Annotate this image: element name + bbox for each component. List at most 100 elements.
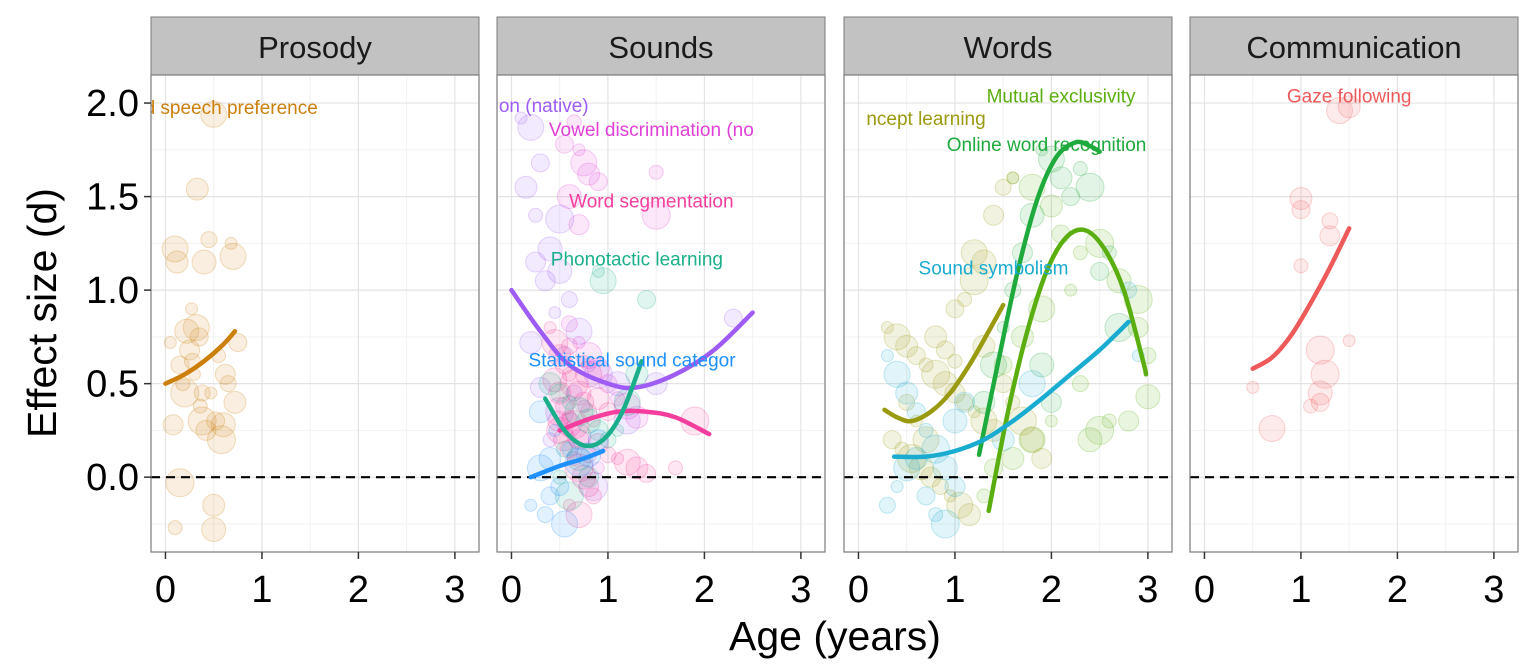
data-point-imination-native	[514, 175, 538, 199]
y-tick-label: 1.5	[86, 177, 139, 219]
panel-border	[843, 74, 1173, 553]
data-point-vowel-discrimination-no	[556, 184, 582, 210]
data-point-statistical-sound-categor	[524, 498, 538, 512]
data-point-vowel-discrimination-no	[568, 214, 590, 236]
data-point-ncept-learning	[1031, 447, 1053, 469]
panel-plot-area: Gaze following	[1190, 75, 1518, 552]
y-tick-label: 1.0	[86, 270, 139, 312]
data-point-cted-speech-preference	[162, 414, 184, 436]
x-tick-label: 1	[251, 569, 272, 611]
data-point-cted-speech-preference	[204, 386, 218, 400]
data-point-cted-speech-preference	[192, 398, 208, 414]
data-point-mutual-exclusivity	[1077, 427, 1103, 453]
series-label-vowel-discrimination-no: Vowel discrimination (no	[549, 120, 754, 141]
x-tick-label: 3	[1137, 569, 1158, 611]
x-tick-label: 3	[790, 569, 811, 611]
data-point-sound-symbolism	[883, 360, 911, 388]
data-point-ncept-learning	[906, 346, 926, 366]
data-point-ncept-learning	[960, 239, 988, 267]
data-point-ncept-learning	[918, 357, 934, 373]
data-point-vowel-discrimination-no	[566, 114, 582, 130]
data-point-imination-native	[525, 251, 547, 273]
panel-border	[496, 74, 826, 553]
data-point-imination-native	[537, 236, 563, 262]
data-point-gaze-following	[1319, 225, 1341, 247]
y-axis: 0.0 0.5 1.0 1.5 2.0	[86, 83, 151, 499]
data-point-imination-native	[534, 270, 556, 292]
panel-prosody: Prosody cted speech preference	[150, 16, 480, 553]
data-point-vowel-discrimination-no	[648, 164, 664, 180]
data-point-sound-symbolism	[1018, 370, 1046, 398]
data-point-ncept-learning	[967, 405, 981, 419]
data-point-ncept-learning	[957, 291, 973, 307]
data-point-sound-symbolism	[878, 496, 896, 514]
y-tick-label: 0.0	[86, 457, 139, 499]
x-tick-label: 2	[1387, 569, 1408, 611]
x-tick-label: 3	[1483, 569, 1504, 611]
data-point-ncept-learning	[895, 334, 919, 358]
data-point-gaze-following	[1303, 398, 1319, 414]
data-point-online-word-recognition	[1075, 172, 1105, 202]
data-point-sound-symbolism	[916, 486, 936, 506]
data-point-word-segmentation	[611, 451, 625, 465]
panel-strip-label: Sounds	[608, 30, 713, 65]
data-point-cted-speech-preference	[185, 177, 209, 201]
data-point-statistical-sound-categor	[551, 510, 579, 538]
data-point-imination-native	[578, 472, 608, 502]
data-point-gaze-following	[1291, 200, 1311, 220]
data-point-cted-speech-preference	[210, 412, 236, 438]
data-point-ncept-learning	[971, 249, 997, 275]
panel-background	[151, 75, 479, 552]
data-point-gaze-following	[1310, 359, 1340, 389]
series-label-online-word-recognition: Online word recognition	[947, 135, 1147, 156]
data-point-imination-native	[528, 207, 544, 223]
data-point-sound-symbolism	[932, 455, 958, 481]
data-point-word-segmentation	[541, 328, 569, 356]
data-point-sound-symbolism	[918, 422, 934, 438]
data-point-phonotactic-learning	[561, 394, 577, 410]
data-point-phonotactic-learning	[589, 267, 617, 295]
data-point-online-word-recognition	[1104, 313, 1134, 343]
data-point-mutual-exclusivity	[1039, 194, 1063, 218]
x-tick-label: 0	[501, 569, 522, 611]
data-point-mutual-exclusivity	[1101, 413, 1117, 429]
data-point-ncept-learning	[946, 491, 974, 519]
data-point-cted-speech-preference	[163, 335, 177, 349]
data-point-ncept-learning	[883, 323, 911, 351]
data-point-word-segmentation	[542, 367, 568, 393]
x-tick-label: 2	[1041, 569, 1062, 611]
data-point-word-segmentation	[613, 448, 641, 476]
data-point-online-word-recognition	[1072, 161, 1088, 177]
data-point-sound-symbolism	[895, 381, 919, 405]
data-point-vowel-discrimination-no	[575, 342, 603, 370]
data-point-word-segmentation	[555, 396, 575, 416]
x-tick-label: 1	[1290, 569, 1311, 611]
x-tick-label: 1	[944, 569, 965, 611]
data-point-cted-speech-preference	[185, 302, 199, 316]
data-point-vowel-discrimination-no	[641, 200, 671, 230]
x-tick-label: 1	[597, 569, 618, 611]
data-point-cted-speech-preference	[224, 236, 238, 250]
data-point-word-segmentation	[565, 501, 593, 529]
data-point-cted-speech-preference	[182, 314, 210, 342]
data-point-sound-symbolism	[942, 408, 968, 434]
data-point-ncept-learning	[943, 489, 957, 503]
data-point-gaze-following	[1293, 258, 1309, 274]
x-axis-title: Age (years)	[729, 613, 941, 659]
data-point-ncept-learning	[924, 325, 948, 349]
data-point-phonotactic-learning	[556, 440, 574, 458]
data-point-imination-native	[581, 357, 597, 373]
data-point-imination-native	[560, 290, 578, 308]
data-point-cted-speech-preference	[206, 425, 236, 455]
data-point-mutual-exclusivity	[1085, 415, 1115, 445]
data-point-phonotactic-learning	[591, 264, 605, 278]
data-point-ncept-learning	[947, 353, 963, 369]
data-point-word-segmentation	[637, 463, 657, 483]
data-point-phonotactic-learning	[554, 481, 584, 511]
panel-plot-area: imination (native) Vowel discrimination (…	[497, 75, 825, 552]
data-point-cted-speech-preference	[174, 318, 200, 344]
data-point-cted-speech-preference	[193, 384, 211, 402]
fit-curve-gaze-following	[1250, 226, 1352, 371]
